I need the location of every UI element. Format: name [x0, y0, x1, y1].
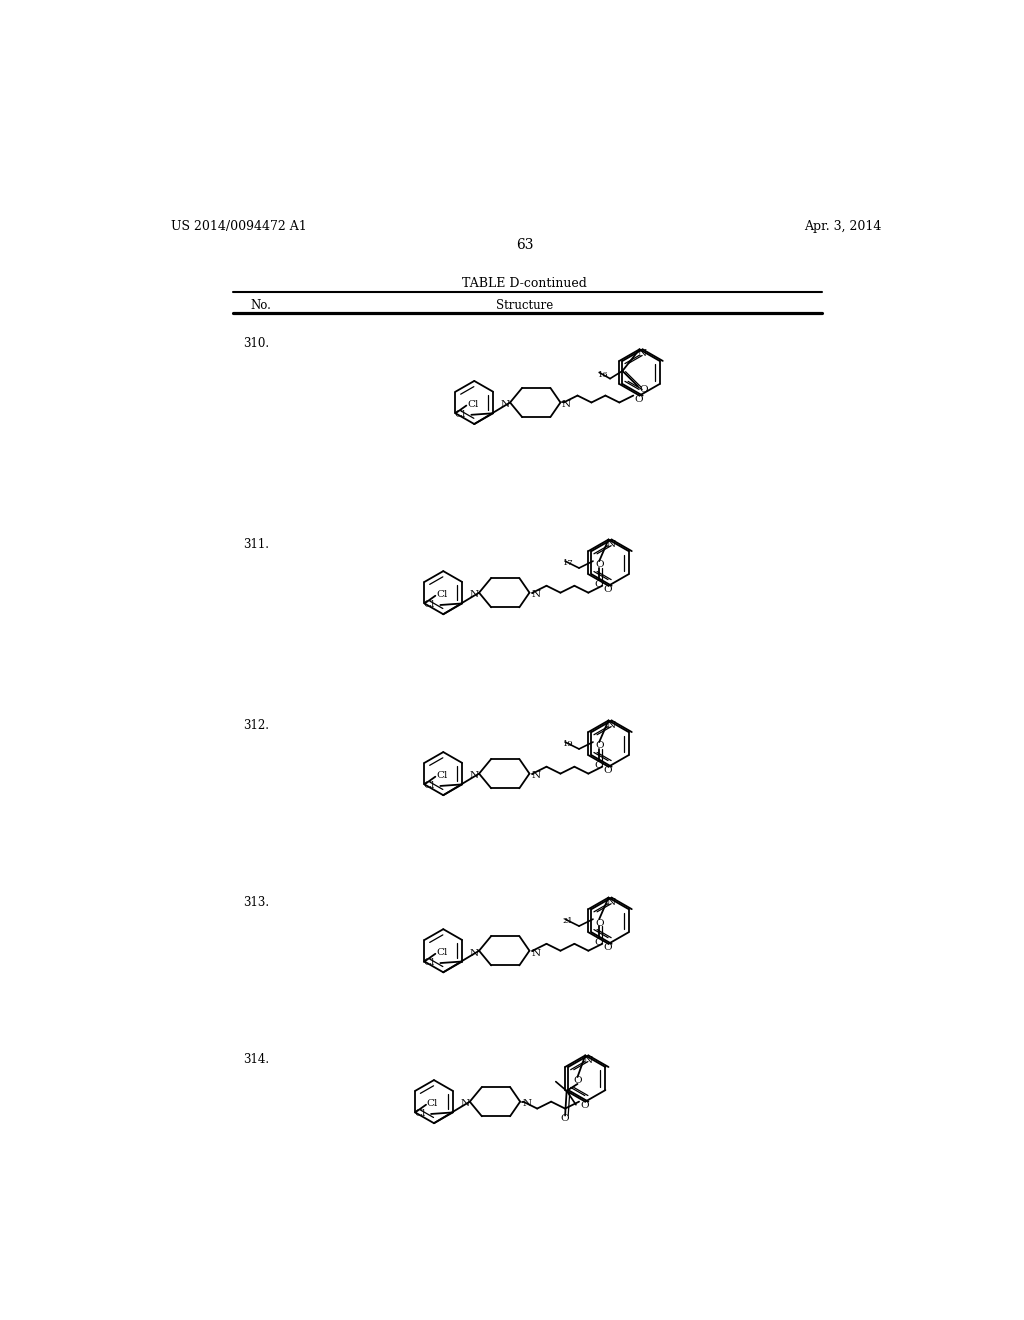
- Text: Cl: Cl: [455, 409, 466, 418]
- Text: 311.: 311.: [243, 539, 268, 552]
- Text: N: N: [607, 721, 616, 730]
- Text: Structure: Structure: [497, 298, 553, 312]
- Text: Cl: Cl: [423, 780, 434, 789]
- Text: 21: 21: [563, 917, 573, 925]
- Text: O: O: [595, 742, 603, 750]
- Text: 310.: 310.: [243, 337, 269, 350]
- Text: O: O: [573, 1076, 582, 1085]
- Text: N: N: [531, 590, 541, 599]
- Text: O: O: [640, 385, 648, 393]
- Text: US 2014/0094472 A1: US 2014/0094472 A1: [171, 219, 306, 232]
- Text: Cl: Cl: [436, 590, 447, 599]
- Text: Cl: Cl: [436, 948, 447, 957]
- Text: TABLE D-continued: TABLE D-continued: [463, 277, 587, 289]
- Text: N: N: [607, 540, 616, 549]
- Text: Cl: Cl: [467, 400, 478, 408]
- Text: 63: 63: [516, 238, 534, 252]
- Text: Cl: Cl: [423, 599, 434, 609]
- Text: N: N: [522, 1100, 531, 1109]
- Text: O: O: [635, 395, 643, 404]
- Text: Apr. 3, 2014: Apr. 3, 2014: [804, 219, 882, 232]
- Text: N: N: [461, 1100, 470, 1109]
- Text: N: N: [470, 771, 479, 780]
- Text: O: O: [581, 1101, 589, 1110]
- Text: Cl: Cl: [414, 1109, 425, 1118]
- Text: N: N: [584, 1056, 593, 1064]
- Text: 314.: 314.: [243, 1053, 269, 1065]
- Text: Cl: Cl: [423, 958, 434, 966]
- Text: O: O: [603, 585, 612, 594]
- Text: O: O: [594, 937, 603, 946]
- Text: No.: No.: [251, 298, 271, 312]
- Text: N: N: [638, 350, 647, 359]
- Text: N: N: [470, 590, 479, 599]
- Text: Cl: Cl: [427, 1098, 438, 1107]
- Text: 312.: 312.: [243, 719, 268, 733]
- Text: O: O: [595, 561, 603, 569]
- Text: O: O: [595, 919, 603, 928]
- Text: N: N: [501, 400, 510, 409]
- Text: 16: 16: [598, 371, 608, 379]
- Text: N: N: [531, 771, 541, 780]
- Text: O: O: [594, 579, 603, 589]
- Text: 313.: 313.: [243, 896, 269, 909]
- Text: Cl: Cl: [436, 771, 447, 780]
- Text: O: O: [594, 760, 603, 770]
- Text: N: N: [470, 949, 479, 957]
- Text: N: N: [562, 400, 571, 409]
- Text: O: O: [560, 1114, 568, 1123]
- Text: O: O: [603, 766, 612, 775]
- Text: N: N: [531, 949, 541, 957]
- Text: 19: 19: [563, 741, 573, 748]
- Text: 17: 17: [563, 560, 573, 568]
- Text: N: N: [607, 898, 616, 907]
- Text: O: O: [603, 944, 612, 952]
